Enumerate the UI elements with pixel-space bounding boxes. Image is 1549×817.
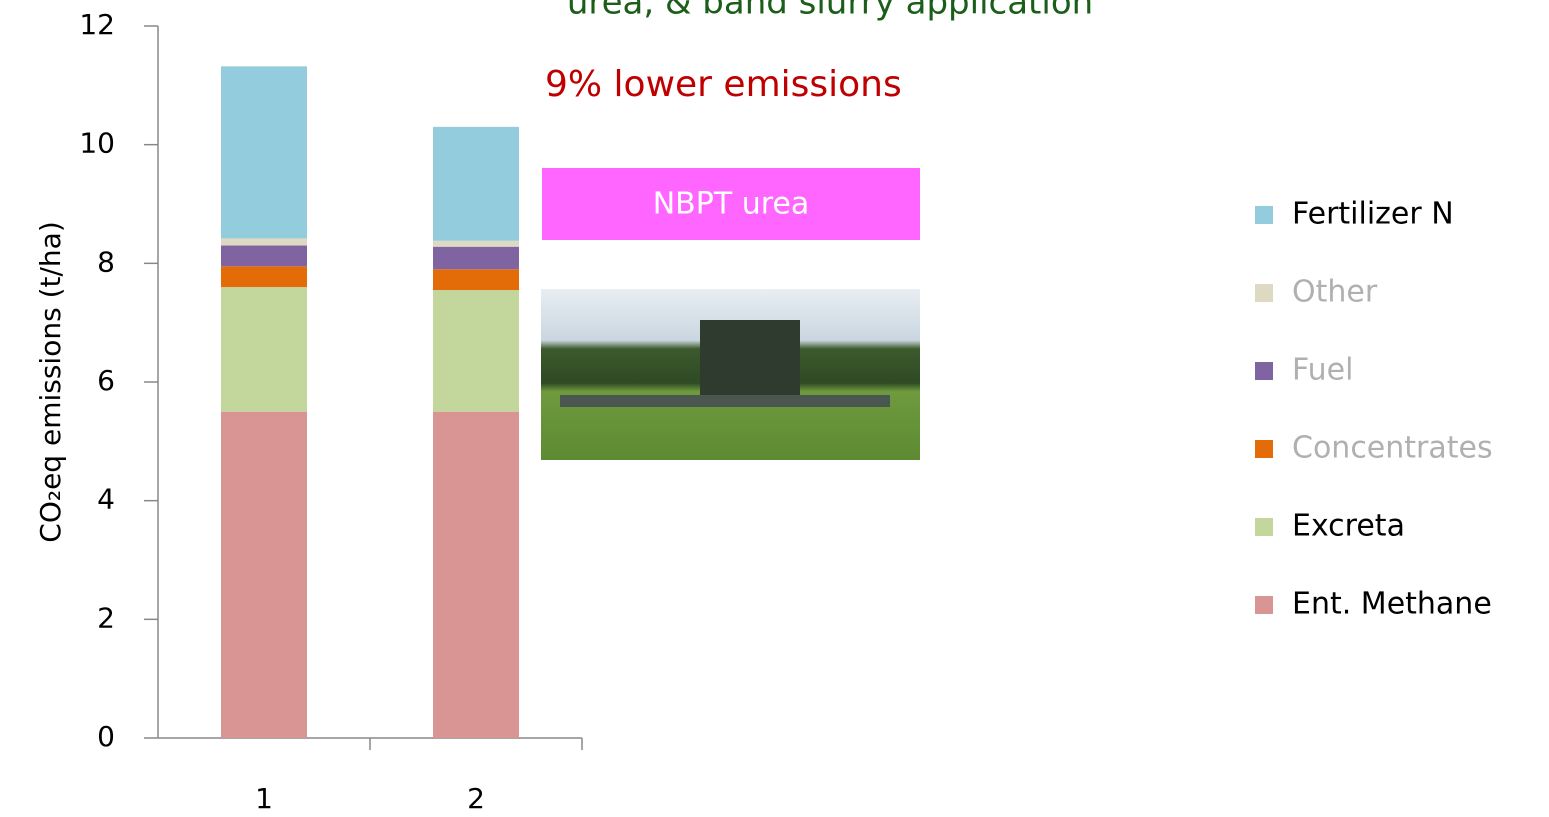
bar-segment (221, 287, 307, 412)
chart-title: urea, & band slurry application (567, 0, 1093, 23)
legend-item: Fuel (1255, 353, 1353, 388)
chart: urea, & band slurry application 9% lower… (0, 0, 1549, 817)
bar-segment (433, 412, 519, 738)
legend-swatch (1255, 596, 1273, 614)
bar-segment (221, 412, 307, 738)
legend-swatch (1255, 518, 1273, 536)
legend-swatch (1255, 206, 1273, 224)
legend-swatch (1255, 362, 1273, 380)
bar-segment (433, 247, 519, 270)
bar-segment (221, 246, 307, 267)
x-tick-label: 1 (255, 782, 273, 815)
bar-segment (221, 266, 307, 287)
bar-segment (433, 269, 519, 290)
bar-segment (221, 238, 307, 245)
legend-item: Ent. Methane (1255, 587, 1492, 622)
y-tick-label: 0 (97, 720, 115, 753)
legend-item: Concentrates (1255, 431, 1493, 466)
bar-segment (221, 66, 307, 238)
legend-text: Fertilizer N (1292, 197, 1454, 232)
y-tick-label: 6 (97, 364, 115, 397)
legend-text: Other (1292, 275, 1378, 310)
legend-swatch (1255, 284, 1273, 302)
annotation: 9% lower emissions (545, 64, 902, 105)
y-tick-label: 8 (97, 245, 115, 278)
bar-segment (433, 241, 519, 247)
legend-text: Excreta (1292, 509, 1405, 544)
photo (541, 289, 920, 460)
legend-swatch (1255, 440, 1273, 458)
annotation: NBPT urea (653, 187, 810, 222)
y-tick-label: 10 (79, 127, 115, 160)
y-tick-label: 2 (97, 601, 115, 634)
legend-text: Concentrates (1292, 431, 1493, 466)
bar-segment (433, 290, 519, 412)
x-tick-label: 2 (467, 782, 485, 815)
legend: Fertilizer N Other Fuel Concentrates Excreta… (1255, 197, 1493, 622)
y-tick-label: 12 (79, 8, 115, 41)
bar-segment (433, 127, 519, 241)
legend-item: Fertilizer N (1255, 197, 1454, 232)
legend-text: Fuel (1292, 353, 1353, 388)
page: urea, & band slurry application 9% lower… (0, 0, 1549, 817)
y-tick-label: 4 (97, 483, 115, 516)
legend-item: Excreta (1255, 509, 1405, 544)
y-axis-label: CO₂eq emissions (t/ha) (34, 221, 67, 542)
legend-item: Other (1255, 275, 1378, 310)
legend-text: Ent. Methane (1292, 587, 1492, 622)
